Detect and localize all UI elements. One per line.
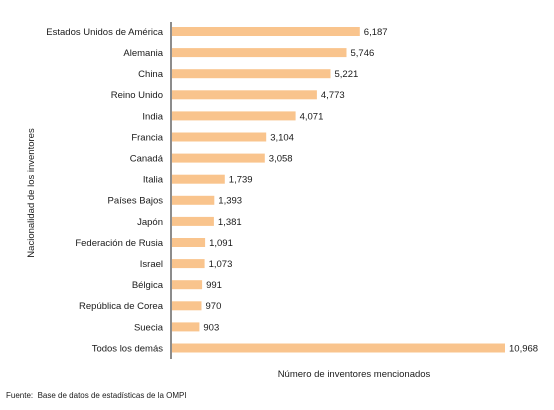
value-label-14: 903 [203,322,219,333]
bar-5 [172,132,267,142]
bar-3 [172,90,317,100]
value-label-3: 4,773 [321,90,345,101]
bar-6 [172,153,265,163]
value-label-1: 5,746 [351,48,375,59]
value-label-12: 991 [206,280,222,291]
value-label-9: 1,381 [218,217,242,228]
value-label-11: 1,073 [209,259,233,270]
bar-14 [172,322,200,332]
y-axis-label: Nacionalidad de los inventores [26,128,37,258]
value-label-10: 1,091 [209,238,233,249]
category-label-11: Israel [140,259,163,270]
category-label-12: Bélgica [132,280,164,291]
x-axis-label: Número de inventores mencionados [278,369,431,380]
value-label-0: 6,187 [364,27,388,38]
value-label-7: 1,739 [229,175,253,186]
category-label-15: Todos los demás [92,343,164,354]
value-label-4: 4,071 [300,111,324,122]
category-label-7: Italia [143,175,164,186]
category-label-13: República de Corea [79,301,164,312]
value-label-8: 1,393 [218,196,242,207]
category-label-14: Suecia [134,322,164,333]
value-label-5: 3,104 [270,132,294,143]
bar-0 [172,27,360,36]
bar-2 [172,69,331,79]
source-note: Fuente: Base de datos de estadísticas de… [6,391,187,400]
bar-15 [172,343,505,353]
bar-4 [172,111,296,121]
bar-1 [172,48,347,58]
bar-9 [172,216,214,226]
value-label-6: 3,058 [269,154,293,165]
category-label-6: Canadá [130,154,164,165]
category-label-8: Países Bajos [108,196,164,207]
category-label-10: Federación de Rusia [75,238,163,249]
bar-12 [172,280,203,290]
bar-13 [172,301,202,311]
source-text: Base de datos de estadísticas de la OMPI [37,391,187,400]
bars-group: Estados Unidos de América 6,187 Alemania 5,… [46,27,538,354]
category-label-1: Alemania [123,48,163,59]
bar-8 [172,195,215,205]
category-label-3: Reino Unido [111,90,163,101]
source-label: Fuente: [6,391,34,400]
bar-10 [172,238,206,247]
category-label-2: China [138,69,164,80]
category-label-9: Japón [137,217,163,228]
category-label-5: Francia [131,132,163,143]
category-label-4: India [142,111,163,122]
bar-7 [172,174,225,184]
value-label-15: 10,968 [509,343,538,354]
bar-11 [172,259,205,269]
value-label-2: 5,221 [335,69,359,80]
category-label-0: Estados Unidos de América [46,27,163,38]
value-label-13: 970 [206,301,222,312]
